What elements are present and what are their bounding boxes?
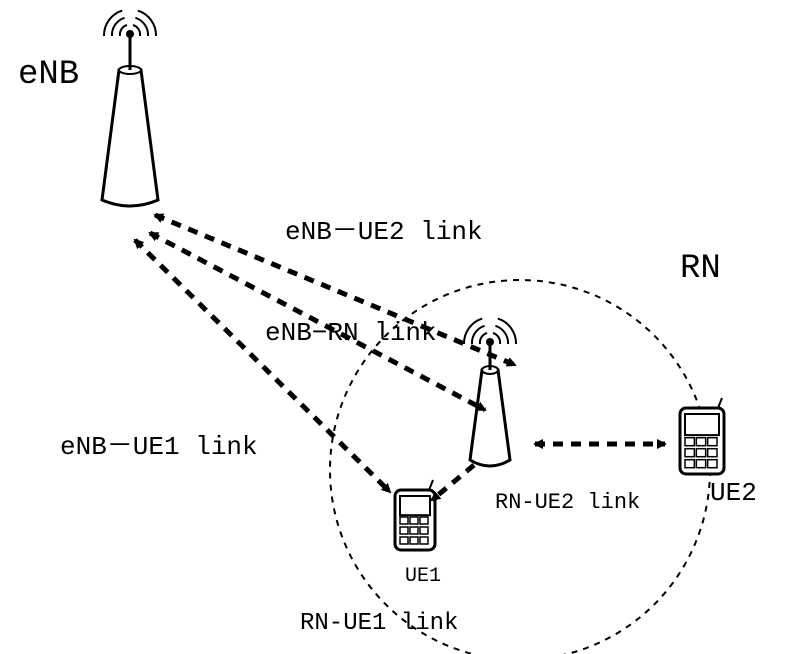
enb-label: eNB — [18, 56, 79, 94]
rn-label: RN — [680, 250, 721, 288]
diagram-canvas: eNB RN UE1 UE2 eNB－UE2 link eNB−RN link … — [0, 0, 800, 654]
ue1-label: UE1 — [405, 565, 441, 588]
edge-label-rn-ue1: RN-UE1 link — [300, 610, 458, 637]
edge-label-enb-ue1: eNB－UE1 link — [60, 425, 258, 462]
edge-label-enb-rn: eNB−RN link — [265, 318, 437, 348]
edge-label-rn-ue2: RN-UE2 link — [495, 490, 640, 515]
edge-label-enb-ue2: eNB－UE2 link — [285, 210, 483, 247]
ue2-label: UE2 — [710, 478, 757, 508]
